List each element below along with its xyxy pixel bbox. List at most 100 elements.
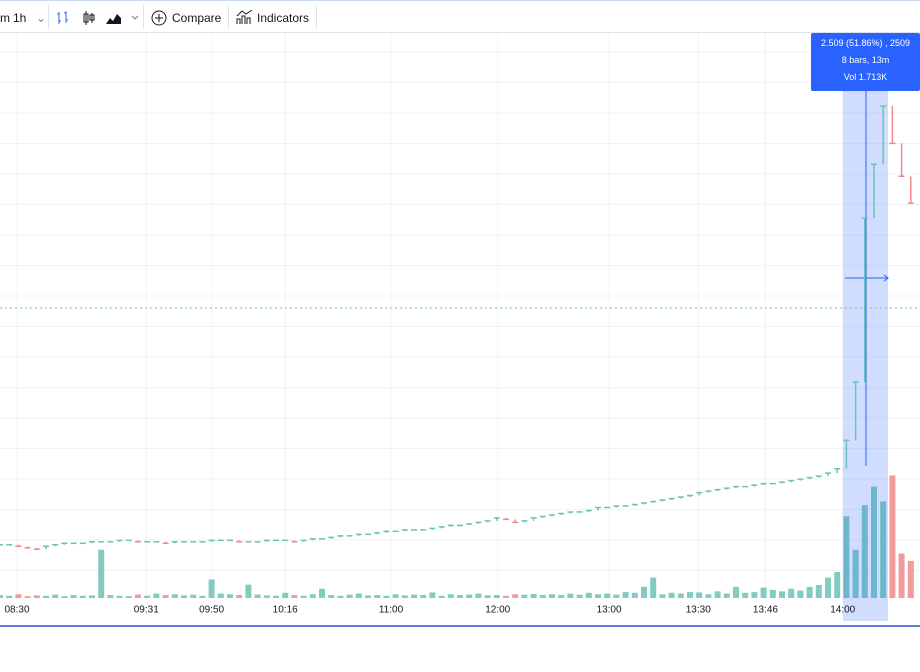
indicators-icon[interactable] [236,9,254,25]
price-bar [797,478,804,481]
volume-bar [171,594,178,598]
volume-bar [328,595,335,598]
price-bar [466,523,473,526]
price-bar [613,505,620,508]
volume-bar [355,593,362,598]
price-bar [696,491,703,496]
volume-bar [24,596,31,598]
volume-bar [263,595,270,598]
price-bar [871,163,877,219]
volume-bar [650,577,657,598]
separator [316,5,317,29]
compare-icon[interactable] [151,10,167,26]
price-bar [438,526,445,529]
volume-bar [401,595,408,598]
price-bar [779,481,785,484]
volume-bar [521,594,528,598]
volume-bar [696,592,703,598]
price-bar [723,487,730,490]
price-bar [15,544,22,548]
volume-bar [558,595,565,598]
volume-bar [374,595,381,598]
price-bar [291,540,298,543]
x-tick-label: 14:00 [830,605,855,616]
price-bar [355,533,362,536]
price-bar [898,143,905,177]
price-bar [263,539,270,542]
interval[interactable]: 1h [13,11,27,25]
volume-bar [420,595,427,598]
volume-bar [484,595,491,598]
volume-bar [392,594,399,598]
price-bar [135,540,141,543]
x-tick-label: 08:30 [5,605,30,616]
volume-bar [604,593,611,598]
volume-bar [503,595,509,598]
volume-bar [273,595,279,598]
volume-bar [217,593,224,598]
toolbar: m 1h ⌄ Compare Indicators [0,0,920,33]
volume-bar [576,594,583,598]
volume-bar [79,595,86,598]
price-bar [650,500,657,504]
price-bar [52,544,59,547]
price-bar [61,542,68,545]
volume-bar [254,594,261,598]
volume-bar [539,595,546,598]
volume-bar [61,596,68,598]
volume-bar [825,577,831,598]
price-bar [549,514,555,517]
volume-bar [181,595,187,598]
volume-bar [190,594,197,598]
price-bar [751,484,758,487]
volume-bar [641,586,647,598]
volume-bar [43,595,49,598]
tooltip-volume: Vol 1.713K [843,72,888,82]
volume-bar [300,595,307,598]
volume-bar [429,592,436,598]
price-bar [530,517,537,521]
volume-bar [438,595,445,598]
price-bar [162,541,169,545]
indicators-button[interactable]: Indicators [257,11,310,25]
volume-bar [843,516,850,598]
volume-bar [631,592,638,598]
volume-bar [0,595,3,598]
volume-bar [769,589,776,598]
price-bar [300,539,307,542]
chevron[interactable]: ⌄ [36,11,47,25]
price-bar [208,539,215,542]
price-bar [852,381,859,441]
volume-bar [116,595,123,598]
volume-bar [309,594,316,598]
volume-bar [613,594,620,598]
volume-bar [742,592,749,598]
volume-bar [475,593,482,598]
chart-type-icons[interactable] [56,9,146,27]
volume-bar [861,505,868,598]
price-bar [171,541,178,544]
price-bar [687,494,693,498]
price-bar [585,509,592,512]
price-bar [889,106,896,145]
price-bar [733,485,739,489]
volume-bar [245,584,252,598]
volume-bar [687,592,693,598]
price-bar [659,499,666,502]
volume-bar [815,585,822,598]
volume-bar [199,595,206,598]
x-tick-label: 10:16 [273,605,298,616]
price-bar [374,532,381,535]
volume-bar [871,486,877,598]
compare-button[interactable]: Compare [172,11,222,25]
price-bar [236,540,243,543]
volume-bar [549,594,555,598]
interval-fragment[interactable]: m [0,11,10,25]
price-bar [760,482,767,486]
volume-bar [447,594,454,598]
volume-bar [595,594,601,598]
x-tick-label: 09:31 [134,605,159,616]
volume-bar [898,553,905,598]
price-bar [595,506,601,511]
